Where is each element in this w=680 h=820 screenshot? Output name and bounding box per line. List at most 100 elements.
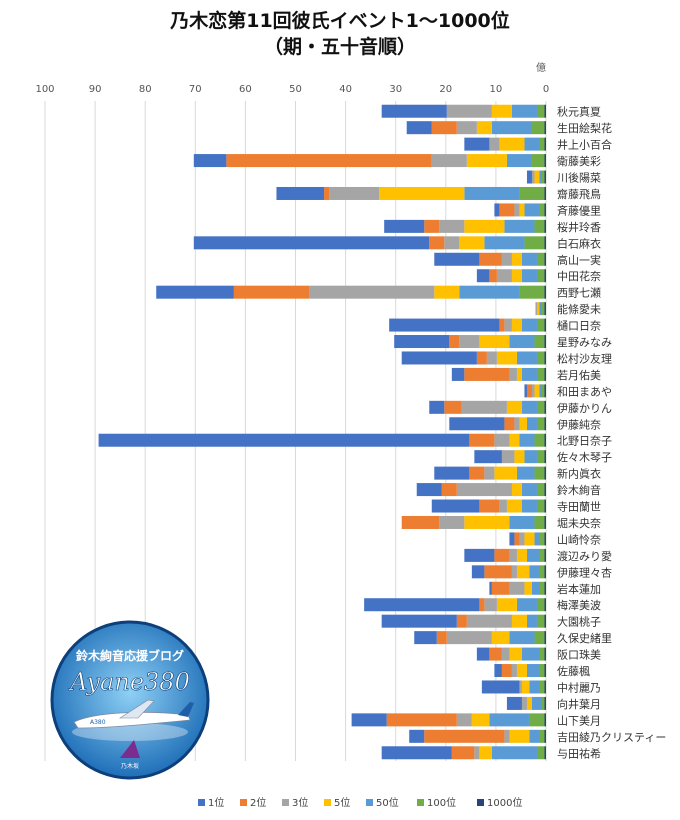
bar-segment xyxy=(351,713,387,727)
bar-segment xyxy=(526,696,532,710)
bar-segment xyxy=(394,335,450,349)
category-label: 新内眞衣 xyxy=(557,467,601,481)
category-label: 伊藤理々杏 xyxy=(557,566,612,579)
category-label: 梅澤美波 xyxy=(557,598,601,612)
bar-segment xyxy=(511,318,522,332)
bar-segment xyxy=(444,236,460,250)
bar-segment xyxy=(544,450,546,464)
bar-segment xyxy=(531,581,540,595)
bar-segment xyxy=(524,203,540,217)
bar-segment xyxy=(536,499,545,513)
bar-segment xyxy=(466,614,512,628)
bar-segment xyxy=(431,121,457,135)
bar-segment xyxy=(544,400,546,414)
category-label: 向井葉月 xyxy=(557,697,601,711)
bar-segment xyxy=(233,285,310,299)
bar-segment xyxy=(539,384,542,398)
bar-segment xyxy=(524,450,537,464)
bar-segment xyxy=(536,450,545,464)
category-label: 川後陽菜 xyxy=(557,171,601,185)
bar-segment xyxy=(526,548,540,562)
bar-segment xyxy=(444,400,462,414)
bar-segment xyxy=(489,647,502,661)
bar-segment xyxy=(406,121,432,135)
bar-segment xyxy=(476,269,490,283)
x-tick-label: 90 xyxy=(89,84,102,95)
bar-segment xyxy=(193,236,430,250)
bar-segment xyxy=(511,664,517,678)
bar-segment xyxy=(536,318,545,332)
bar-segment xyxy=(544,318,546,332)
bar-segment xyxy=(534,532,540,546)
bar-segment xyxy=(544,631,546,645)
bar-segment xyxy=(544,664,546,678)
bar-segment xyxy=(509,548,517,562)
bar-segment xyxy=(524,532,535,546)
x-tick-label: 40 xyxy=(339,84,352,95)
bar-segment xyxy=(516,598,537,612)
bar-segment xyxy=(536,746,545,760)
bar-segment xyxy=(534,433,545,447)
bar-segment xyxy=(544,384,546,398)
category-label: 高山一実 xyxy=(557,253,601,267)
bar-segment xyxy=(541,302,545,316)
bar-segment xyxy=(521,269,537,283)
bar-segment xyxy=(409,729,425,743)
bar-segment xyxy=(539,565,545,579)
bar-segment xyxy=(494,664,502,678)
category-label: 衛藤美彩 xyxy=(557,155,601,168)
bar-segment xyxy=(509,433,520,447)
legend-swatch xyxy=(240,799,247,806)
legend-label: 100位 xyxy=(427,796,456,809)
bar-segment xyxy=(536,302,540,316)
bar-segment xyxy=(471,565,485,579)
bar-segment xyxy=(98,433,470,447)
bar-segment xyxy=(511,104,537,118)
bar-segment xyxy=(509,532,515,546)
bar-segment xyxy=(534,631,545,645)
legend-label: 5位 xyxy=(334,796,350,809)
bar-segment xyxy=(504,729,510,743)
bar-segment xyxy=(536,351,545,365)
unit-label: 億 xyxy=(536,61,546,74)
bar-segment xyxy=(474,746,480,760)
category-label: 井上小百合 xyxy=(557,138,612,152)
bar-segment xyxy=(494,548,510,562)
logo-text-line1: 鈴木絢音応援ブログ xyxy=(76,648,184,663)
bar-segment xyxy=(534,466,545,480)
bar-segment xyxy=(536,614,545,628)
bar-segment xyxy=(536,400,545,414)
bar-segment xyxy=(544,746,546,760)
bar-segment xyxy=(509,515,535,529)
bar-segment xyxy=(544,302,546,316)
bar-segment xyxy=(496,351,517,365)
bar-segment xyxy=(544,104,546,118)
bar-segment xyxy=(516,664,527,678)
bar-segment xyxy=(519,532,525,546)
bar-segment xyxy=(511,565,517,579)
bar-segment xyxy=(464,548,495,562)
bar-segment xyxy=(544,417,546,431)
bar-segment xyxy=(496,598,517,612)
bar-segment xyxy=(456,713,472,727)
legend-label: 3位 xyxy=(292,796,308,809)
bar-segment xyxy=(401,515,440,529)
legend-label: 1位 xyxy=(208,796,224,809)
bar-segment xyxy=(524,581,532,595)
bar-segment xyxy=(324,186,330,200)
bar-segment xyxy=(459,335,480,349)
legend-swatch xyxy=(477,799,484,806)
bar-segment xyxy=(489,713,530,727)
bar-segment xyxy=(509,631,535,645)
chart-subtitle: （期・五十音順） xyxy=(263,36,416,58)
bar-segment xyxy=(535,302,537,316)
bar-segment xyxy=(511,252,522,266)
category-label: 斉藤優里 xyxy=(557,203,601,217)
bar-segment xyxy=(456,614,467,628)
bar-segment xyxy=(471,713,490,727)
bar-segment xyxy=(464,515,510,529)
category-label: 吉田綾乃クリスティー xyxy=(557,731,666,744)
bar-segment xyxy=(544,729,546,743)
bar-segment xyxy=(509,335,535,349)
